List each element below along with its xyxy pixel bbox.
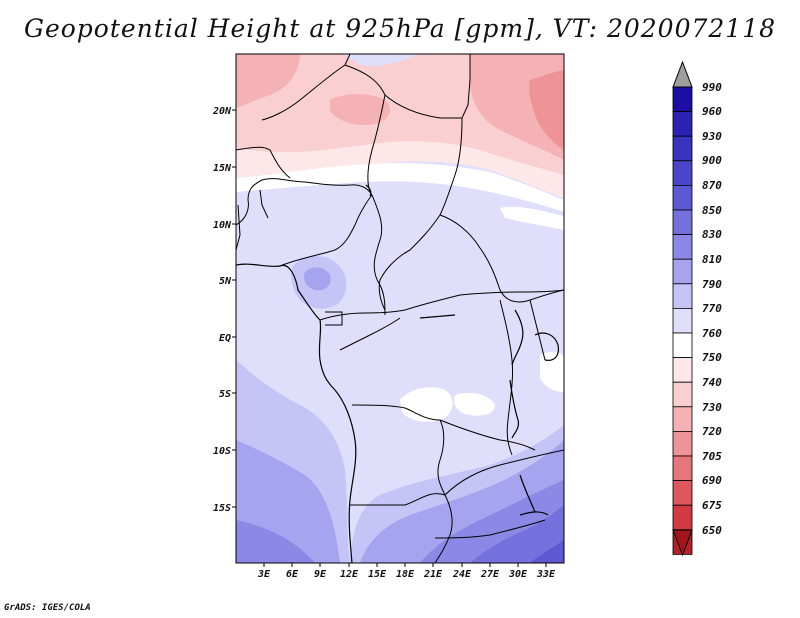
colorbar-cell — [672, 357, 693, 383]
lon-label: 18E — [396, 569, 415, 580]
colorbar-label: 675 — [702, 499, 722, 512]
map-title: Geopotential Height at 925hPa [gpm], VT:… — [23, 14, 777, 43]
colorbar-cell — [672, 86, 693, 113]
colorbar: 990 960 930 900 870 850 830 810 790 770 … — [672, 60, 722, 557]
colorbar-cell — [672, 455, 693, 482]
grads-credit: GrADS: IGES/COLA — [4, 603, 91, 613]
colorbar-cell — [672, 406, 693, 432]
country-borders — [236, 54, 564, 563]
colorbar-label: 720 — [702, 425, 722, 438]
colorbar-label: 960 — [702, 105, 722, 118]
colorbar-label: 760 — [702, 327, 722, 340]
lon-label: 33E — [536, 569, 556, 580]
colorbar-label: 930 — [702, 130, 722, 143]
lon-label: 15E — [368, 569, 387, 580]
colorbar-cell — [672, 430, 693, 457]
colorbar-cell — [672, 480, 693, 506]
colorbar-label: 750 — [702, 351, 722, 364]
lon-label: 3E — [257, 569, 271, 580]
geopotential-field — [236, 54, 564, 563]
map-frame — [235, 53, 565, 564]
colorbar-cell — [672, 381, 693, 408]
lat-label: EQ — [219, 333, 231, 344]
colorbar-cell — [672, 307, 693, 334]
colorbar-label: 705 — [702, 450, 722, 463]
lat-label: 15S — [213, 503, 231, 514]
colorbar-label: 870 — [702, 179, 722, 192]
lon-label: 27E — [480, 569, 500, 580]
lat-label: 10N — [213, 220, 232, 231]
colorbar-label: 830 — [702, 228, 722, 241]
lat-label: 20N — [212, 106, 232, 117]
colorbar-label: 690 — [702, 474, 722, 487]
colorbar-label: 770 — [702, 302, 722, 315]
colorbar-cell — [672, 283, 693, 309]
colorbar-label: 790 — [702, 278, 722, 291]
colorbar-cell — [672, 160, 693, 186]
lat-label: 10S — [213, 446, 231, 457]
latitude-labels: 20N 15N 10N 5N EQ 5S 10S 15S — [212, 106, 232, 514]
colorbar-label: 740 — [702, 376, 722, 389]
lon-label: 30E — [508, 569, 528, 580]
lon-label: 21E — [423, 569, 443, 580]
lon-label: 12E — [340, 569, 359, 580]
colorbar-top-arrow — [672, 60, 693, 88]
colorbar-cell — [672, 184, 693, 211]
colorbar-bottom-arrow — [672, 529, 693, 557]
colorbar-label: 900 — [702, 154, 722, 167]
axis-ticks — [232, 109, 547, 567]
lon-label: 9E — [314, 569, 327, 580]
colorbar-cell — [672, 332, 693, 359]
colorbar-label: 850 — [702, 204, 722, 217]
colorbar-label: 730 — [702, 401, 722, 414]
lon-label: 24E — [452, 569, 472, 580]
colorbar-cell — [672, 135, 693, 162]
colorbar-label: 650 — [702, 524, 722, 537]
lat-label: 15N — [213, 163, 232, 174]
lon-label: 6E — [286, 569, 299, 580]
lat-label: 5N — [219, 276, 232, 287]
lat-label: 5S — [219, 389, 231, 400]
lakes — [365, 184, 560, 516]
colorbar-label: 990 — [702, 81, 722, 94]
colorbar-cell — [672, 209, 693, 236]
colorbar-cell — [672, 234, 693, 260]
colorbar-cell — [672, 504, 693, 531]
colorbar-cell — [672, 111, 693, 137]
colorbar-label: 810 — [702, 253, 722, 266]
longitude-labels: 3E 6E 9E 12E 15E 18E 21E 24E 27E 30E 33E — [257, 569, 556, 580]
colorbar-cell — [672, 258, 693, 285]
colorbar-cells — [672, 86, 693, 555]
